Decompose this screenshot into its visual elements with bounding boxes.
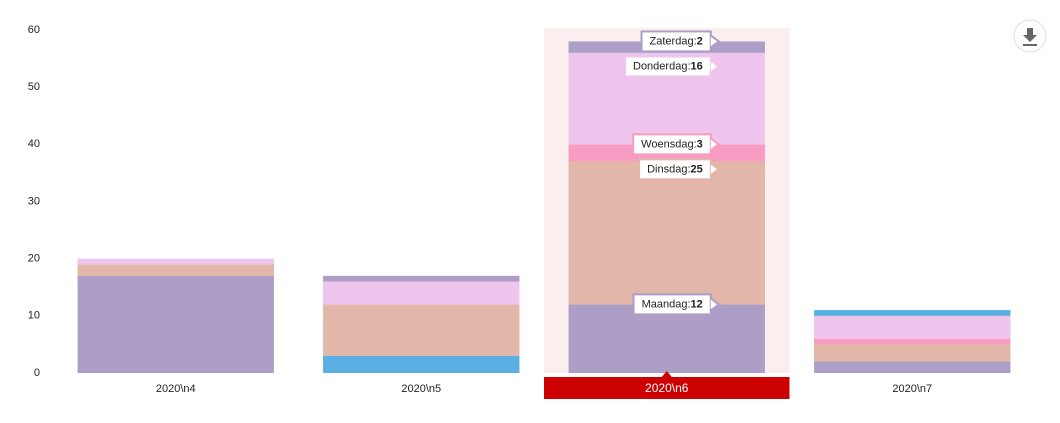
tooltip-pointer [710, 162, 721, 177]
tooltip-value: 25 [691, 163, 703, 175]
download-button[interactable] [1013, 19, 1047, 53]
x-tick-label: 2020\n5 [401, 383, 441, 395]
y-tick-label: 50 [28, 81, 40, 93]
bar-segment [323, 275, 520, 282]
y-tick-label: 0 [34, 367, 40, 379]
tooltip-text: Dinsdag:25 [647, 163, 703, 175]
bar-segment [814, 310, 1011, 316]
y-tick-label: 30 [28, 195, 40, 207]
bar-segment [814, 344, 1011, 362]
tooltip: Woensdag:3 [632, 133, 721, 156]
x-label-pointer [661, 371, 672, 377]
tooltip-value: 3 [697, 138, 703, 150]
bar-segment [323, 355, 520, 373]
y-tick-label: 60 [28, 24, 40, 36]
bar-segment [568, 304, 765, 373]
tooltip: Maandag:12 [632, 293, 721, 316]
tooltip-name: Donderdag [633, 60, 687, 72]
x-tick-label: 2020\n6 [645, 381, 689, 395]
bar-segment [77, 258, 274, 265]
bar-segment [323, 281, 520, 305]
tooltip-colon: : [687, 298, 690, 310]
tooltip-colon: : [687, 60, 690, 72]
tooltip-pointer [710, 137, 721, 152]
tooltip-value: 16 [691, 60, 703, 72]
tooltip-text: Donderdag:16 [633, 60, 703, 72]
bar-segment [77, 264, 274, 276]
tooltip-name: Woensdag [641, 138, 693, 150]
x-label-highlight [544, 377, 790, 399]
tooltip-value: 12 [691, 298, 703, 310]
tooltip-value: 2 [697, 35, 703, 47]
bar-segment [323, 304, 520, 356]
bar-segment [77, 275, 274, 373]
bar-segment [814, 338, 1011, 345]
tooltip-pointer [710, 297, 721, 312]
tooltip-colon: : [687, 163, 690, 175]
tooltip: Zaterdag:2 [640, 30, 721, 53]
tooltip-colon: : [694, 138, 697, 150]
y-tick-label: 10 [28, 310, 40, 322]
tooltip-text: Zaterdag:2 [650, 35, 703, 47]
bar-segment [568, 161, 765, 305]
tooltip-name: Dinsdag [647, 163, 687, 175]
tooltip-name: Zaterdag [650, 35, 694, 47]
tooltip-colon: : [694, 35, 697, 47]
y-tick-label: 40 [28, 138, 40, 150]
x-tick-label: 2020\n4 [156, 383, 196, 395]
y-tick-label: 20 [28, 253, 40, 265]
tooltip-pointer [710, 34, 721, 49]
tooltip: Dinsdag:25 [638, 158, 721, 181]
tooltip-pointer [710, 59, 721, 74]
download-icon[interactable] [1023, 28, 1037, 46]
tooltip-name: Maandag [642, 298, 688, 310]
tooltip-text: Woensdag:3 [641, 138, 703, 150]
x-tick-label: 2020\n7 [892, 383, 932, 395]
tooltip: Donderdag:16 [624, 55, 721, 78]
tooltip-text: Maandag:12 [642, 298, 703, 310]
bar-segment [814, 315, 1011, 339]
bar-segment [814, 361, 1011, 373]
